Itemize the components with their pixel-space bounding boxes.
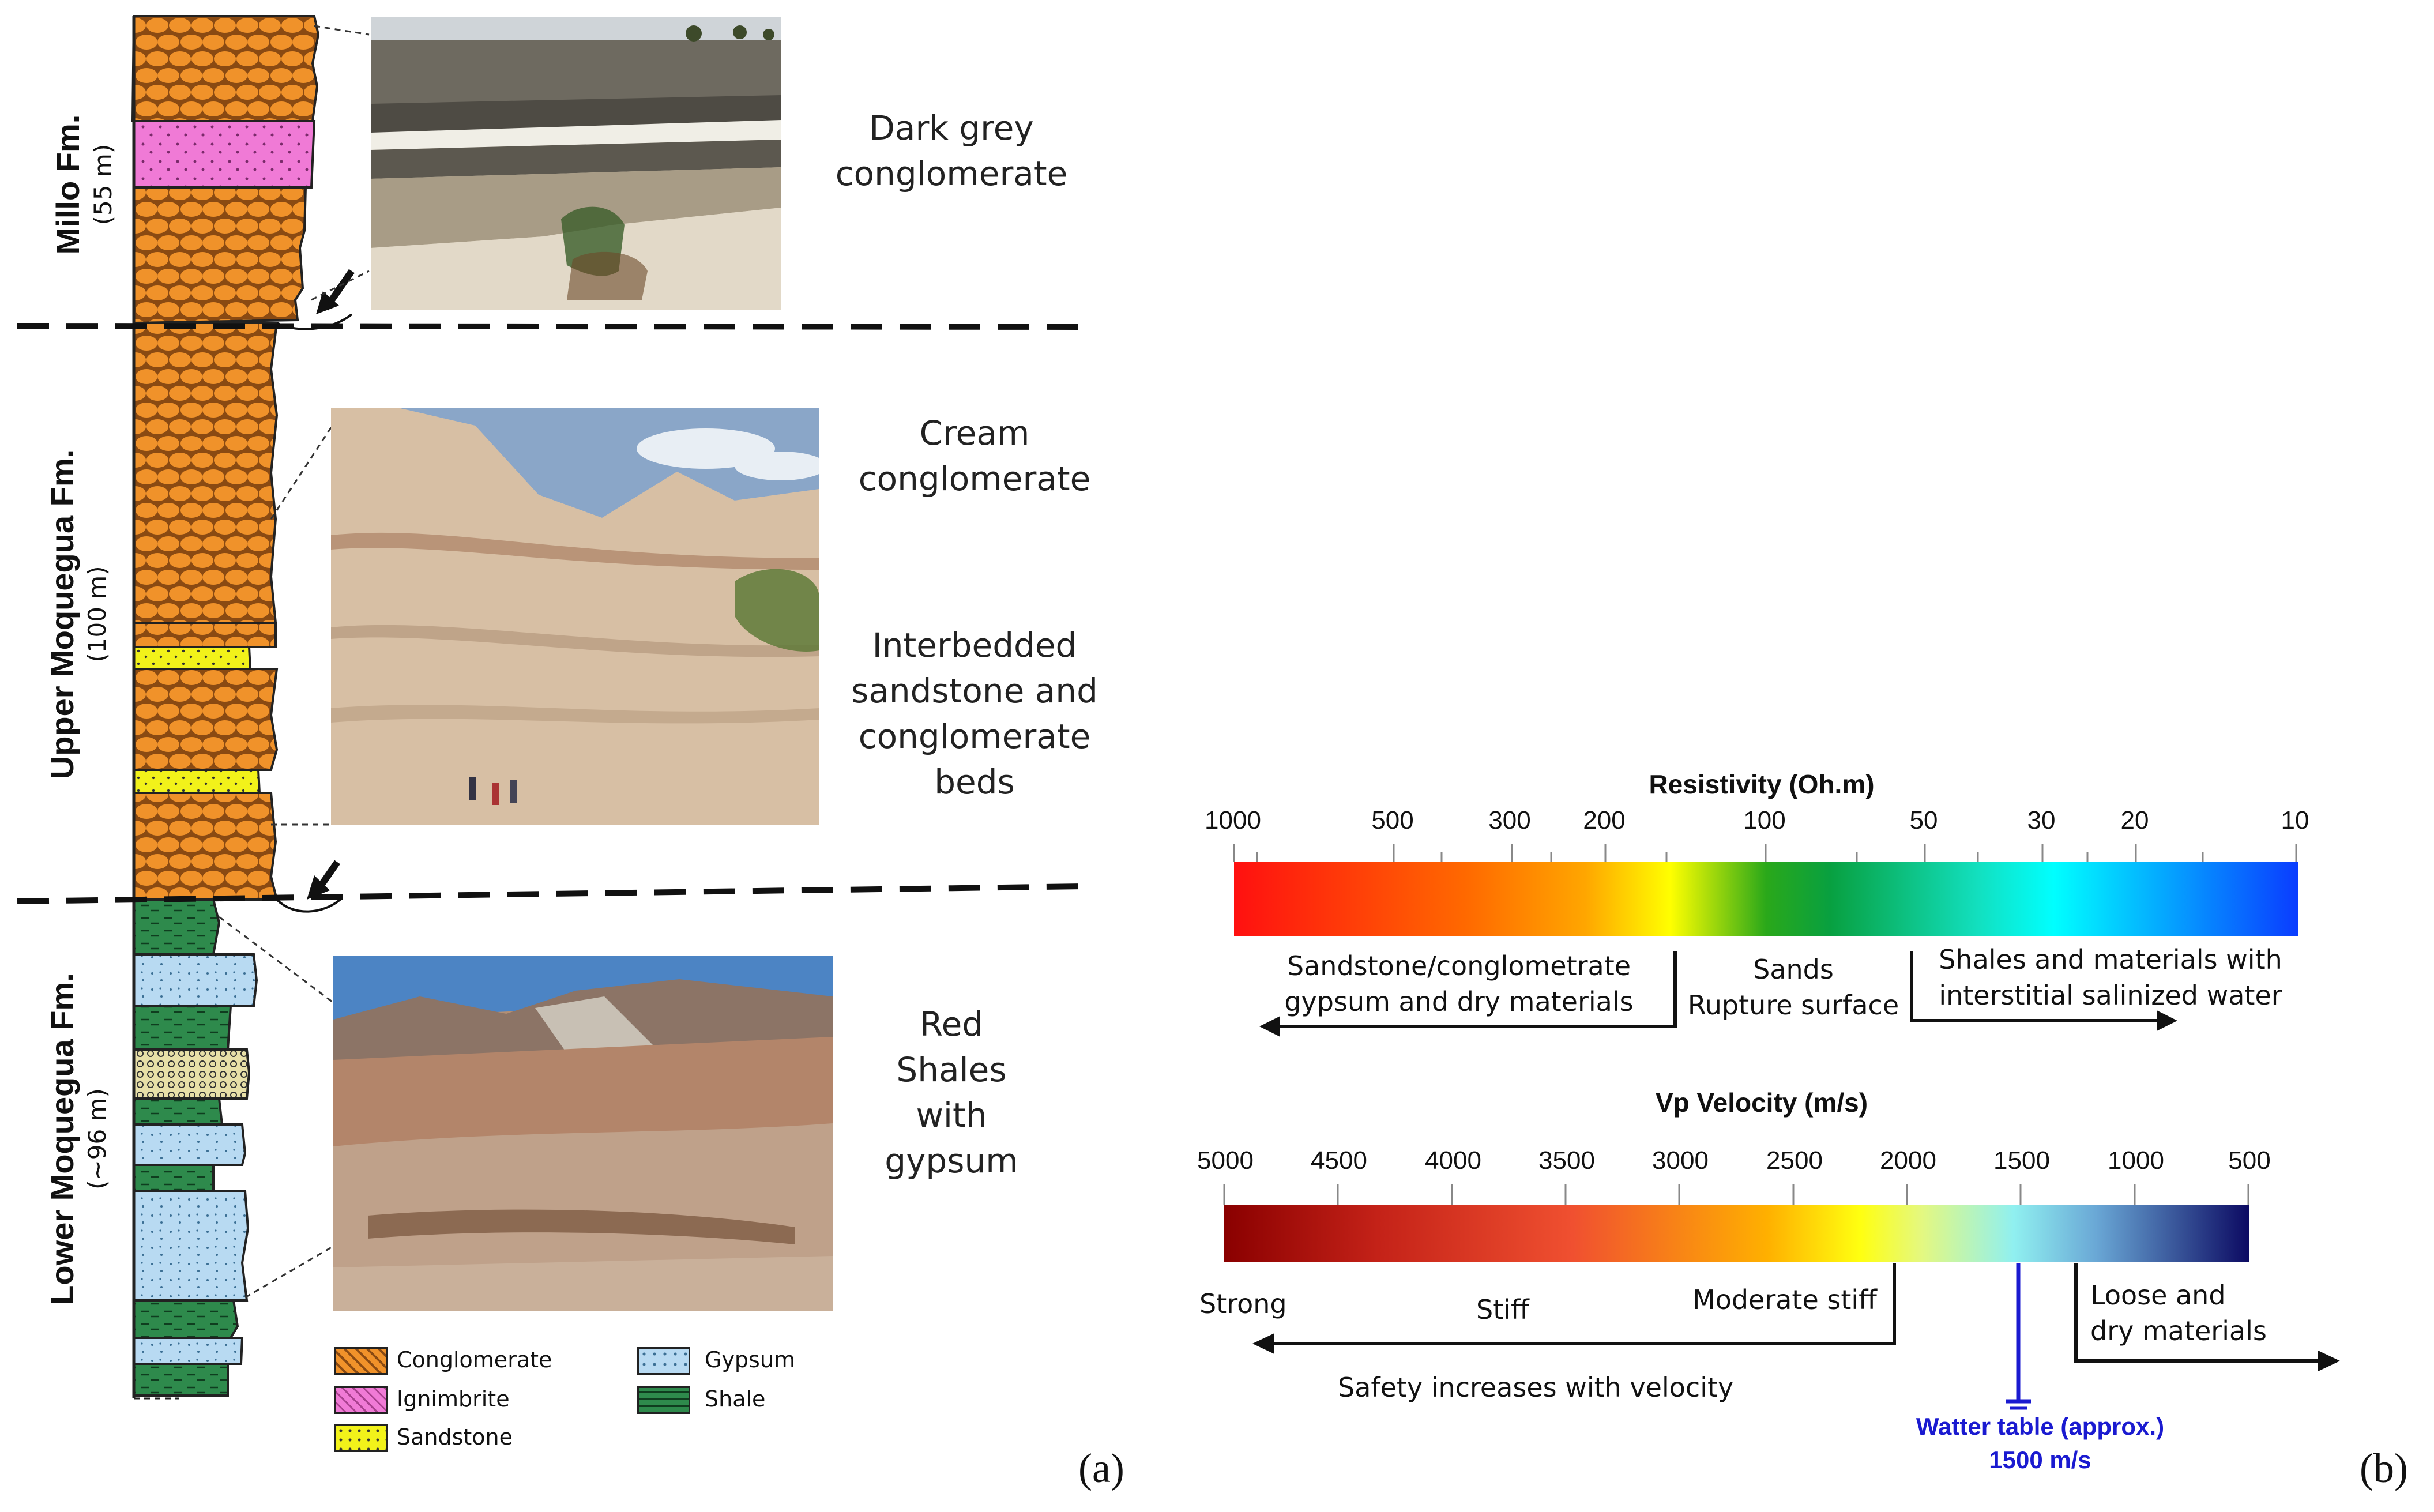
velocity-label-safety: Safety increases with velocity bbox=[1338, 1372, 1734, 1403]
water-table-label: Watter table (approx.) 1500 m/s bbox=[1867, 1410, 2213, 1477]
panel-label-b: (b) bbox=[2360, 1445, 2408, 1491]
velocity-tick: 4000 bbox=[1425, 1146, 1481, 1175]
formation-thickness: (55 m) bbox=[89, 144, 117, 225]
label-line: Sandstone/conglometrate bbox=[1286, 950, 1631, 981]
velocity-tick: 4500 bbox=[1311, 1146, 1367, 1175]
label-line: Rupture surface bbox=[1687, 990, 1899, 1021]
description-lower: Red Shales with gypsum bbox=[807, 1002, 1096, 1184]
label-line: Watter table (approx.) bbox=[1916, 1413, 2165, 1440]
legend-label: Conglomerate bbox=[397, 1347, 552, 1372]
legend-swatch-gypsum bbox=[637, 1347, 690, 1375]
resistivity-tick: 500 bbox=[1371, 806, 1414, 834]
formation-name: Millo Fm. bbox=[50, 114, 86, 255]
resistivity-tick: 50 bbox=[1909, 806, 1938, 834]
resistivity-tick: 10 bbox=[2281, 806, 2309, 834]
label-line: Loose and bbox=[2090, 1280, 2226, 1311]
outcrop-photo-upper bbox=[331, 408, 819, 825]
description-line: beds bbox=[934, 762, 1015, 802]
velocity-tick: 1500 bbox=[1993, 1146, 2050, 1175]
description-upper-a: Cream conglomerate bbox=[830, 411, 1119, 502]
label-line: Sands bbox=[1753, 954, 1834, 985]
velocity-tick: 1000 bbox=[2108, 1146, 2164, 1175]
formation-thickness: (100 m) bbox=[83, 566, 111, 663]
arrow-icon bbox=[276, 860, 341, 913]
velocity-label-stiff: Stiff bbox=[1476, 1294, 1529, 1325]
legend-label: Shale bbox=[705, 1386, 766, 1412]
description-line: conglomerate bbox=[835, 154, 1068, 193]
velocity-label-strong: Strong bbox=[1199, 1288, 1287, 1319]
arrow-right-icon bbox=[1910, 951, 2177, 1031]
label-line: Shales and materials with bbox=[1939, 944, 2282, 975]
resistivity-tick: 20 bbox=[2120, 806, 2149, 834]
outcrop-photo-lower bbox=[333, 956, 833, 1311]
description-line: conglomerate bbox=[858, 459, 1091, 498]
description-millo: Dark grey conglomerate bbox=[807, 106, 1096, 197]
legend-swatch-ignimbrite bbox=[334, 1386, 388, 1414]
velocity-color-bar bbox=[1223, 1184, 2249, 1262]
legend-swatch-sandstone bbox=[334, 1424, 388, 1452]
velocity-arrows bbox=[1252, 1263, 2340, 1410]
resistivity-label-sands: Sands Rupture surface bbox=[1684, 951, 1903, 1023]
velocity-tick: 2500 bbox=[1766, 1146, 1823, 1175]
lower-leader-lines bbox=[219, 916, 335, 1299]
resistivity-tick: 300 bbox=[1488, 806, 1531, 834]
formation-boundaries bbox=[17, 25, 1085, 913]
arrow-left-icon bbox=[1252, 1263, 1896, 1354]
description-line: conglomerate bbox=[858, 717, 1091, 756]
resistivity-arrows bbox=[1259, 951, 2177, 1037]
legend-label: Gypsum bbox=[705, 1347, 795, 1372]
resistivity-label-dry: Sandstone/conglometrate gypsum and dry m… bbox=[1280, 948, 1638, 1020]
arrow-right-icon bbox=[2074, 1263, 2340, 1371]
legend-label: Sandstone bbox=[397, 1424, 513, 1450]
velocity-label-loose: Loose and dry materials bbox=[2090, 1277, 2267, 1349]
legend-swatch-conglomerate bbox=[334, 1347, 388, 1375]
label-line: interstitial salinized water bbox=[1939, 980, 2282, 1011]
resistivity-label-shales: Shales and materials with interstitial s… bbox=[1926, 942, 2295, 1013]
velocity-tick: 3000 bbox=[1652, 1146, 1709, 1175]
velocity-tick: 5000 bbox=[1197, 1146, 1254, 1175]
velocity-label-moderate: Moderate stiff bbox=[1692, 1284, 1877, 1315]
resistivity-tick: 100 bbox=[1743, 806, 1786, 834]
description-line: Shales bbox=[896, 1050, 1007, 1089]
formation-title-upper: Upper Moquegua Fm. (100 m) bbox=[43, 395, 118, 833]
resistivity-color-bar bbox=[1233, 844, 2298, 936]
velocity-tick: 2000 bbox=[1880, 1146, 1936, 1175]
description-upper-b: Interbedded sandstone and conglomerate b… bbox=[830, 623, 1119, 805]
formation-name: Lower Moquegua Fm. bbox=[44, 973, 80, 1305]
legend-label: Ignimbrite bbox=[397, 1386, 510, 1412]
description-line: Cream bbox=[919, 413, 1030, 453]
description-line: with bbox=[916, 1096, 987, 1135]
resistivity-tick: 200 bbox=[1583, 806, 1626, 834]
panel-label-a: (a) bbox=[1078, 1445, 1124, 1491]
label-line: dry materials bbox=[2090, 1315, 2267, 1346]
velocity-title: Vp Velocity (m/s) bbox=[1655, 1088, 1868, 1118]
description-line: sandstone and bbox=[851, 671, 1098, 710]
formation-name: Upper Moquegua Fm. bbox=[44, 449, 80, 780]
velocity-tick: 500 bbox=[2228, 1146, 2271, 1175]
label-line: gypsum and dry materials bbox=[1284, 986, 1634, 1017]
arrow-icon bbox=[276, 269, 355, 330]
description-line: Dark grey bbox=[869, 108, 1034, 148]
resistivity-tick: 1000 bbox=[1205, 806, 1261, 834]
formation-title-lower: Lower Moquegua Fm. (~96 m) bbox=[43, 920, 118, 1358]
description-line: gypsum bbox=[885, 1141, 1018, 1180]
velocity-tick: 3500 bbox=[1538, 1146, 1595, 1175]
description-line: Interbedded bbox=[872, 626, 1077, 665]
stratigraphic-column bbox=[131, 15, 320, 1400]
description-line: Red bbox=[919, 1005, 984, 1044]
formation-thickness: (~96 m) bbox=[83, 1088, 111, 1190]
label-line: 1500 m/s bbox=[1989, 1446, 2091, 1473]
water-table-marker-icon bbox=[2006, 1263, 2031, 1410]
resistivity-title: Resistivity (Oh.m) bbox=[1649, 769, 1875, 799]
arrow-left-icon bbox=[1259, 951, 1677, 1037]
outcrop-photo-millo bbox=[371, 17, 781, 310]
legend-swatch-shale bbox=[637, 1386, 690, 1414]
resistivity-tick: 30 bbox=[2027, 806, 2056, 834]
formation-title-millo: Millo Fm. (55 m) bbox=[49, 75, 124, 294]
